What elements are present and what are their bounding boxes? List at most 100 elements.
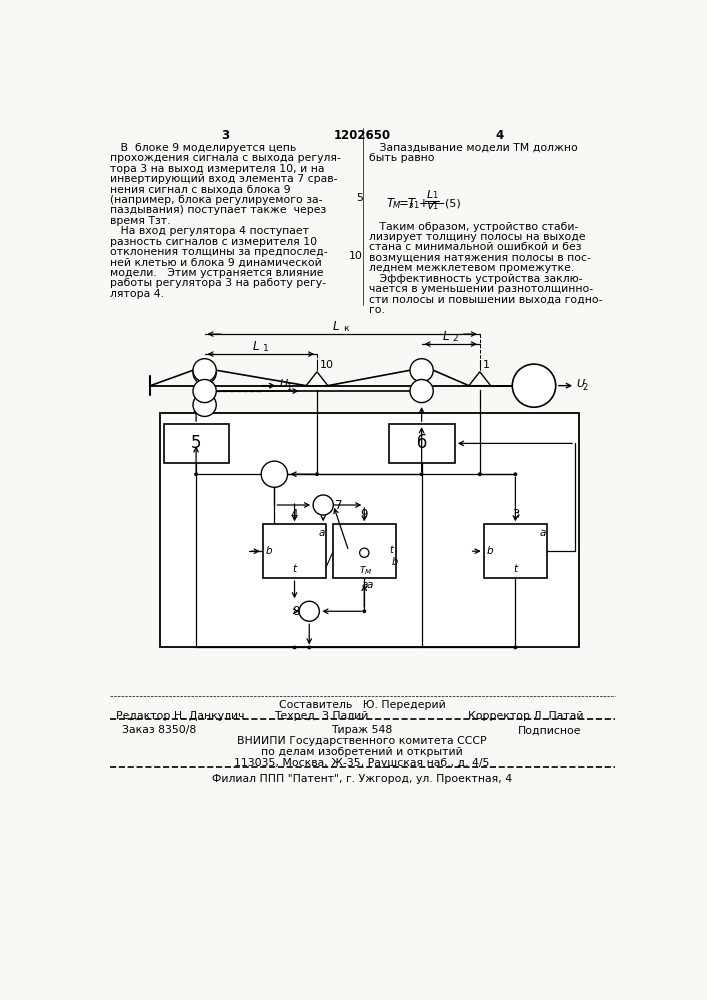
Text: Запаздывание модели TМ должно: Запаздывание модели TМ должно (369, 143, 578, 153)
Bar (332, 524, 396, 578)
Circle shape (360, 548, 369, 557)
Bar (263, 524, 327, 578)
Circle shape (513, 646, 518, 649)
Text: 3: 3 (221, 129, 230, 142)
Polygon shape (469, 372, 491, 386)
Text: 1: 1 (483, 360, 490, 370)
Text: b: b (266, 546, 272, 556)
Text: L: L (332, 320, 339, 333)
Text: T: T (360, 566, 365, 575)
Circle shape (299, 601, 320, 621)
Text: Корректор Л. Патай: Корректор Л. Патай (469, 711, 584, 721)
Text: U: U (577, 379, 585, 389)
Text: –: – (431, 197, 437, 210)
Text: 3: 3 (512, 508, 519, 521)
Text: отклонения толщины за предпослед-: отклонения толщины за предпослед- (110, 247, 328, 257)
Text: модели.   Этим устраняется влияние: модели. Этим устраняется влияние (110, 268, 324, 278)
Text: работы регулятора 3 на работу регу-: работы регулятора 3 на работу регу- (110, 278, 326, 288)
Text: На вход регулятора 4 поступает: На вход регулятора 4 поступает (110, 226, 309, 236)
Circle shape (313, 495, 333, 515)
Text: Филиал ППП "Патент", г. Ужгород, ул. Проектная, 4: Филиал ППП "Патент", г. Ужгород, ул. Про… (212, 774, 512, 784)
Text: з: з (409, 201, 414, 210)
Text: +: + (416, 384, 428, 398)
Text: t: t (513, 564, 518, 574)
Text: –: – (435, 197, 440, 210)
Text: +: + (199, 398, 211, 412)
Text: +: + (199, 363, 211, 377)
Text: чается в уменьшении разнотолщинно-: чается в уменьшении разнотолщинно- (369, 284, 593, 294)
Circle shape (410, 359, 433, 382)
Bar (484, 524, 547, 578)
Text: 10: 10 (349, 251, 363, 261)
Text: +: + (527, 377, 541, 395)
Text: разность сигналов с измерителя 10: разность сигналов с измерителя 10 (110, 237, 317, 247)
Text: a: a (367, 580, 373, 590)
Text: лизирует толщину полосы на выходе: лизирует толщину полосы на выходе (369, 232, 585, 242)
Text: 10: 10 (320, 360, 334, 370)
Text: a: a (319, 528, 325, 538)
Text: время Tзт.: время Tзт. (110, 216, 170, 226)
Text: V: V (426, 201, 434, 211)
Text: 1: 1 (286, 383, 291, 392)
Text: –: – (438, 197, 445, 210)
Text: ней клетью и блока 9 динамической: ней клетью и блока 9 динамической (110, 257, 322, 267)
Text: M: M (393, 201, 400, 210)
Text: 5: 5 (191, 434, 201, 452)
Text: В  блоке 9 моделируется цепь: В блоке 9 моделируется цепь (110, 143, 296, 153)
Circle shape (513, 472, 518, 476)
Circle shape (420, 472, 423, 476)
Text: го.: го. (369, 305, 385, 315)
Text: M: M (365, 569, 371, 575)
Text: Редактор Н. Данкулич: Редактор Н. Данкулич (116, 711, 245, 721)
Text: L: L (426, 190, 433, 200)
Text: 9: 9 (361, 508, 368, 521)
Text: t: t (293, 564, 297, 574)
Text: L: L (443, 330, 449, 343)
Text: Таким образом, устройство стаби-: Таким образом, устройство стаби- (369, 222, 578, 232)
Text: +: + (199, 384, 211, 398)
Text: 2: 2 (452, 334, 458, 343)
Text: прохождения сигнала с выхода регуля-: прохождения сигнала с выхода регуля- (110, 153, 341, 163)
Text: t: t (390, 545, 394, 555)
Circle shape (261, 461, 288, 487)
Text: сти полосы и повышении выхода годно-: сти полосы и повышении выхода годно- (369, 294, 602, 304)
Text: 1: 1 (432, 191, 437, 200)
Text: Подписное: Подписное (518, 725, 581, 735)
Text: 4: 4 (291, 508, 298, 521)
Text: быть равно: быть равно (369, 153, 434, 163)
Circle shape (193, 379, 216, 403)
Text: тора 3 на выход измерителя 10, и на: тора 3 на выход измерителя 10, и на (110, 164, 325, 174)
Text: паздывания) поступает также  через: паздывания) поступает также через (110, 205, 327, 215)
Circle shape (194, 472, 198, 476)
Text: 7: 7 (335, 499, 342, 512)
Circle shape (193, 393, 216, 416)
Text: 5: 5 (356, 193, 363, 203)
Circle shape (193, 361, 216, 384)
Bar (389, 424, 455, 463)
Text: a: a (361, 580, 368, 590)
Text: 1: 1 (432, 202, 437, 211)
Circle shape (308, 646, 311, 649)
Text: T: T (387, 197, 394, 210)
Text: 2: 2 (583, 383, 588, 392)
Bar (160, 413, 579, 647)
Circle shape (513, 364, 556, 407)
Text: U: U (280, 379, 288, 389)
Circle shape (478, 472, 481, 476)
Text: b: b (392, 557, 397, 567)
Text: 8: 8 (292, 605, 300, 618)
Text: ВНИИПИ Государственного комитета СССР: ВНИИПИ Государственного комитета СССР (237, 736, 486, 746)
Circle shape (363, 609, 366, 613)
Text: +: + (416, 363, 428, 377)
Text: a: a (539, 528, 546, 538)
Text: 113035, Москва, Ж-35, Раушская наб., д. 4/5: 113035, Москва, Ж-35, Раушская наб., д. … (234, 758, 490, 768)
Text: (5): (5) (445, 198, 461, 208)
Text: инвертирующий вход элемента 7 срав-: инвертирующий вход элемента 7 срав- (110, 174, 337, 184)
Text: возмущения натяжения полосы в пос-: возмущения натяжения полосы в пос- (369, 253, 591, 263)
Circle shape (293, 646, 296, 649)
Polygon shape (306, 372, 328, 386)
Text: 2: 2 (270, 468, 279, 481)
Text: 1202650: 1202650 (334, 129, 390, 142)
Circle shape (410, 379, 433, 403)
Circle shape (193, 359, 216, 382)
